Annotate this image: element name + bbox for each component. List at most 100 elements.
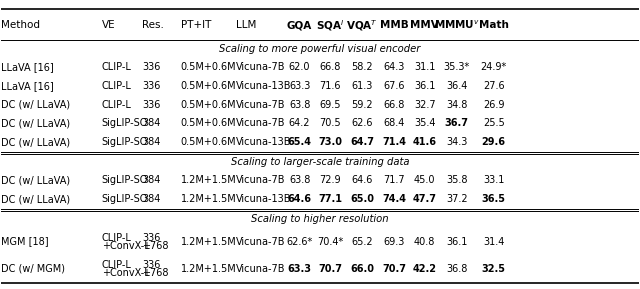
Text: 336: 336 [143,100,161,110]
Text: 1.2M+1.5M: 1.2M+1.5M [180,175,237,185]
Text: Scaling to higher resolution: Scaling to higher resolution [251,214,389,224]
Text: 1.2M+1.5M: 1.2M+1.5M [180,194,237,204]
Text: +768: +768 [143,241,169,251]
Text: 69.3: 69.3 [383,237,404,247]
Text: 36.8: 36.8 [446,264,467,274]
Text: 62.6*: 62.6* [287,237,313,247]
Text: 0.5M+0.6M: 0.5M+0.6M [180,100,236,110]
Text: 62.6: 62.6 [351,118,373,128]
Text: DC (w/ LLaVA): DC (w/ LLaVA) [1,194,70,204]
Text: 64.7: 64.7 [350,137,374,147]
Text: MMB: MMB [380,20,408,30]
Text: 384: 384 [143,175,161,185]
Text: 384: 384 [143,194,161,204]
Text: Vicuna-7B: Vicuna-7B [236,175,285,185]
Text: +768: +768 [143,268,169,278]
Text: 31.4: 31.4 [483,237,504,247]
Text: Vicuna-13B: Vicuna-13B [236,81,291,91]
Text: 41.6: 41.6 [413,137,436,147]
Text: 24.9*: 24.9* [481,62,507,72]
Text: 336: 336 [143,62,161,72]
Text: MMV: MMV [410,20,439,30]
Text: CLIP-L: CLIP-L [102,81,131,91]
Text: 59.2: 59.2 [351,100,373,110]
Text: 63.8: 63.8 [289,175,310,185]
Text: 67.6: 67.6 [383,81,405,91]
Text: Vicuna-7B: Vicuna-7B [236,237,285,247]
Text: SigLIP-SO: SigLIP-SO [102,137,148,147]
Text: 26.9: 26.9 [483,100,504,110]
Text: SigLIP-SO: SigLIP-SO [102,175,148,185]
Text: Vicuna-13B: Vicuna-13B [236,194,291,204]
Text: 27.6: 27.6 [483,81,504,91]
Text: 65.0: 65.0 [350,194,374,204]
Text: CLIP-L: CLIP-L [102,62,131,72]
Text: 36.5: 36.5 [482,194,506,204]
Text: 71.6: 71.6 [319,81,341,91]
Text: 1.2M+1.5M: 1.2M+1.5M [180,237,237,247]
Text: Vicuna-7B: Vicuna-7B [236,118,285,128]
Text: Vicuna-7B: Vicuna-7B [236,100,285,110]
Text: MMMU$^v$: MMMU$^v$ [434,19,479,31]
Text: 70.7: 70.7 [318,264,342,274]
Text: 33.1: 33.1 [483,175,504,185]
Text: 68.4: 68.4 [383,118,404,128]
Text: 69.5: 69.5 [319,100,341,110]
Text: 63.3: 63.3 [287,264,312,274]
Text: +ConvX-L: +ConvX-L [102,241,149,251]
Text: LLaVA [16]: LLaVA [16] [1,81,54,91]
Text: Vicuna-7B: Vicuna-7B [236,264,285,274]
Text: 0.5M+0.6M: 0.5M+0.6M [180,81,236,91]
Text: SigLIP-SO: SigLIP-SO [102,194,148,204]
Text: 34.8: 34.8 [446,100,467,110]
Text: 77.1: 77.1 [318,194,342,204]
Text: Scaling to more powerful visual encoder: Scaling to more powerful visual encoder [220,44,420,54]
Text: 0.5M+0.6M: 0.5M+0.6M [180,118,236,128]
Text: 384: 384 [143,137,161,147]
Text: CLIP-L: CLIP-L [102,260,131,270]
Text: DC (w/ MGM): DC (w/ MGM) [1,264,65,274]
Text: Res.: Res. [143,20,164,30]
Text: 45.0: 45.0 [414,175,435,185]
Text: 74.4: 74.4 [382,194,406,204]
Text: MGM [18]: MGM [18] [1,237,49,247]
Text: 36.7: 36.7 [445,118,468,128]
Text: 34.3: 34.3 [446,137,467,147]
Text: +ConvX-L: +ConvX-L [102,268,149,278]
Text: 25.5: 25.5 [483,118,504,128]
Text: CLIP-L: CLIP-L [102,233,131,242]
Text: 66.8: 66.8 [383,100,404,110]
Text: 65.2: 65.2 [351,237,373,247]
Text: PT+IT: PT+IT [180,20,211,30]
Text: 35.8: 35.8 [446,175,467,185]
Text: 63.3: 63.3 [289,81,310,91]
Text: 64.6: 64.6 [351,175,373,185]
Text: 63.8: 63.8 [289,100,310,110]
Text: SigLIP-SO: SigLIP-SO [102,118,148,128]
Text: 42.2: 42.2 [413,264,436,274]
Text: 336: 336 [143,260,161,270]
Text: Method: Method [1,20,40,30]
Text: 384: 384 [143,118,161,128]
Text: 32.5: 32.5 [482,264,506,274]
Text: DC (w/ LLaVA): DC (w/ LLaVA) [1,118,70,128]
Text: DC (w/ LLaVA): DC (w/ LLaVA) [1,100,70,110]
Text: 40.8: 40.8 [414,237,435,247]
Text: 66.0: 66.0 [350,264,374,274]
Text: 70.4*: 70.4* [317,237,343,247]
Text: 47.7: 47.7 [413,194,436,204]
Text: 71.4: 71.4 [382,137,406,147]
Text: VQA$^T$: VQA$^T$ [346,18,378,33]
Text: VE: VE [102,20,115,30]
Text: 64.6: 64.6 [287,194,312,204]
Text: 66.8: 66.8 [319,62,341,72]
Text: 36.4: 36.4 [446,81,467,91]
Text: 65.4: 65.4 [287,137,312,147]
Text: 1.2M+1.5M: 1.2M+1.5M [180,264,237,274]
Text: 36.1: 36.1 [446,237,467,247]
Text: Vicuna-13B: Vicuna-13B [236,137,291,147]
Text: 35.3*: 35.3* [444,62,470,72]
Text: 35.4: 35.4 [414,118,435,128]
Text: 31.1: 31.1 [414,62,435,72]
Text: 37.2: 37.2 [446,194,467,204]
